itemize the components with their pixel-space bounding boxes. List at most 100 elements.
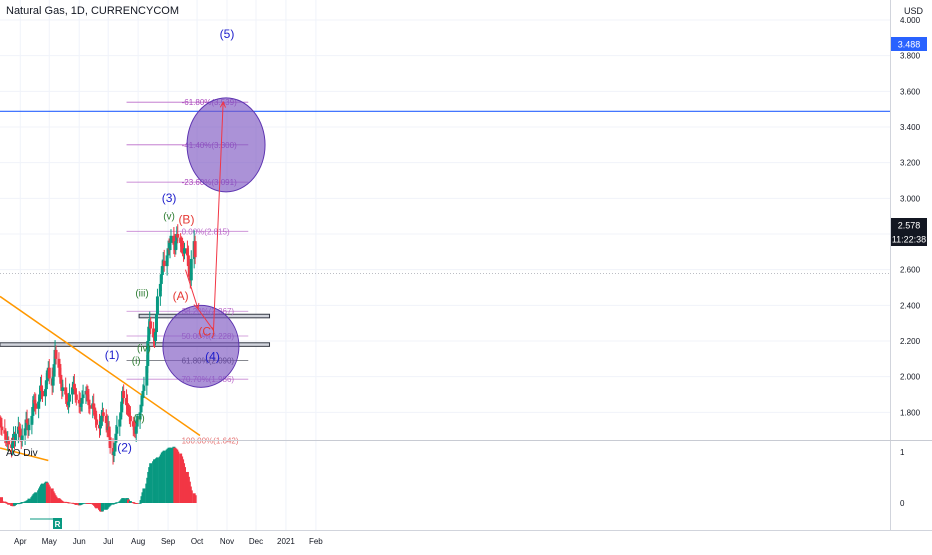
price-tick-label: 3.200 (900, 159, 921, 168)
candle-body (112, 451, 116, 456)
ao-bar (122, 498, 126, 503)
candle-body (147, 326, 151, 341)
ao-bar (142, 488, 146, 503)
time-axis[interactable]: Apr May Jun Jul Aug Sep Oct Nov Dec 2021 Feb (14, 537, 323, 546)
chart-title: Natural Gas, 1D, CURRENCYCOM (6, 5, 179, 17)
candle-body (79, 403, 83, 407)
candle-body (159, 275, 163, 284)
candle-body (74, 394, 78, 400)
candle-body (155, 296, 159, 315)
wave-label: (C) (198, 325, 215, 339)
candle-body (180, 242, 184, 247)
ao-bar (95, 503, 99, 509)
candle-body (165, 255, 169, 267)
price-tick-label: 3.400 (900, 123, 921, 132)
price-tick-label: 2.200 (900, 337, 921, 346)
candle-body (141, 390, 145, 399)
time-tick-label: Apr (14, 537, 27, 546)
ao-bar (169, 447, 173, 503)
candle-body (4, 433, 8, 440)
lower-zone (0, 342, 271, 347)
candle-body (168, 242, 172, 251)
wave-label: (B) (178, 212, 194, 226)
countdown-text: 11:22:38 (892, 235, 926, 245)
candle-body (186, 255, 190, 267)
candle-body (20, 435, 24, 441)
indicator-label[interactable]: AO Div (6, 448, 38, 459)
candle-body (67, 401, 71, 406)
wave-label: (5) (220, 27, 235, 41)
candle-body (140, 398, 144, 406)
candle-body (59, 374, 63, 384)
candle-body (185, 248, 189, 256)
price-tick-label: 2.400 (900, 301, 921, 310)
ao-bar (138, 503, 142, 504)
candle-body (27, 424, 31, 431)
candle-body (88, 405, 92, 409)
candle-body (64, 387, 68, 395)
price-tick-label: 3.600 (900, 87, 921, 96)
wave-label: (1) (105, 348, 120, 362)
candle-body (54, 349, 58, 359)
time-tick-label: Dec (249, 537, 263, 546)
wave-label: (i) (132, 356, 141, 367)
projection-arrowhead (219, 100, 226, 108)
ao-bar (27, 498, 31, 503)
price-tick-label: 2.000 (900, 373, 921, 382)
candle-body (149, 321, 153, 329)
horizontal-line (0, 110, 890, 274)
candle-body (60, 383, 64, 391)
candle-body (162, 260, 166, 267)
ao-bar (88, 503, 92, 504)
candle-body (24, 419, 28, 429)
candle-body (179, 237, 183, 243)
time-tick-label: May (42, 537, 57, 546)
candle-body (41, 390, 45, 397)
fib-label: 100.00%(1.642) (182, 437, 239, 446)
price-tick-label: 3.800 (900, 52, 921, 61)
candle-body (125, 398, 129, 406)
candle-body (134, 426, 138, 434)
ao-bar (101, 503, 105, 510)
candle-body (40, 385, 44, 391)
candle-body (98, 421, 102, 429)
projection-line (184, 102, 224, 332)
candle-body (68, 394, 72, 402)
candle-body (25, 419, 29, 424)
candle-body (135, 419, 139, 427)
ao-bar (155, 457, 159, 503)
candle-body (193, 241, 197, 258)
candle-body (181, 246, 185, 252)
ao-axis: 10 (900, 448, 905, 508)
candle-body (145, 365, 149, 386)
candle-body (99, 417, 103, 422)
candle-body (152, 328, 156, 338)
time-tick-label: Jul (103, 537, 113, 546)
wave-label: (iv) (137, 344, 151, 355)
candle-body (115, 426, 119, 434)
candle-body (174, 241, 178, 251)
candle-body (65, 394, 69, 400)
ao-bar (114, 502, 118, 504)
currency-label: USD (904, 6, 924, 16)
ao-signal-label: R (55, 520, 61, 529)
time-tick-label: Oct (191, 537, 204, 546)
candle-body (11, 442, 15, 448)
candle-body (47, 367, 51, 379)
candle-body (81, 394, 85, 399)
wave-5-target (186, 97, 266, 193)
candle-body (87, 399, 91, 406)
ao-bar (13, 503, 17, 505)
candle-body (176, 234, 180, 238)
candle-body (118, 419, 122, 427)
wave-label: (v) (163, 212, 175, 223)
candle-body (3, 430, 7, 434)
candle-body (107, 426, 111, 438)
wave-label: (4) (205, 350, 220, 364)
candle-body (158, 283, 162, 297)
candle-body (138, 412, 142, 420)
ao-bar (149, 463, 153, 503)
candle-body (126, 408, 130, 413)
candle-body (58, 367, 62, 375)
